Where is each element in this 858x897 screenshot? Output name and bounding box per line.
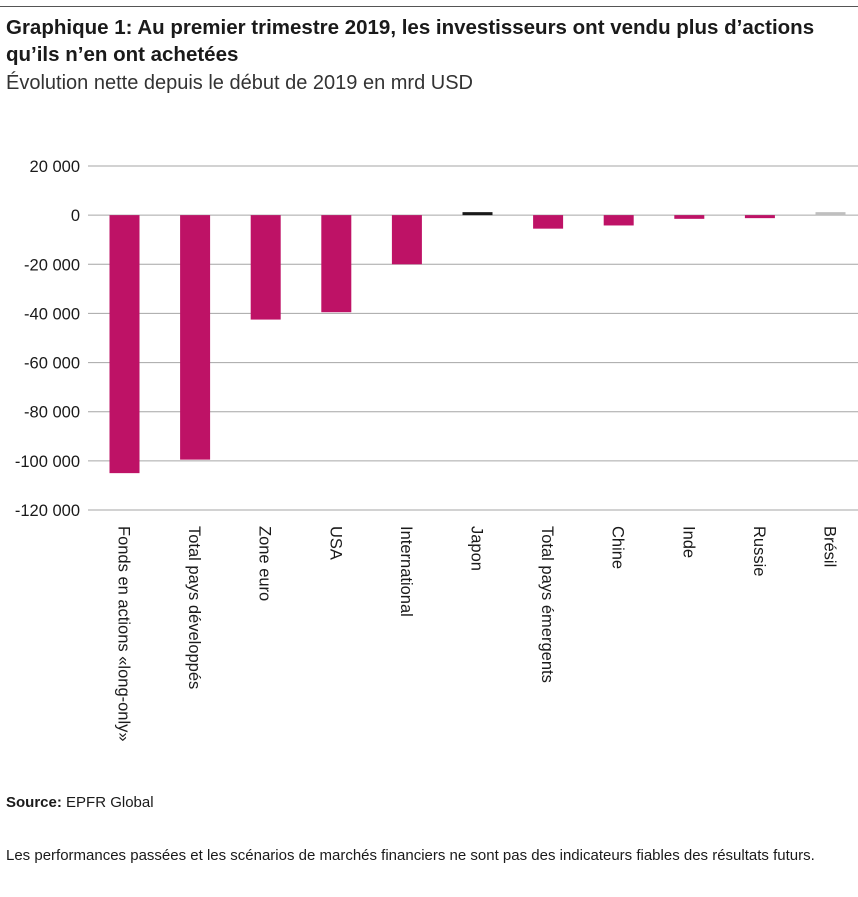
disclaimer-text: Les performances passées et les scénario… bbox=[6, 847, 815, 864]
y-tick-label: -40 000 bbox=[24, 305, 80, 323]
bar bbox=[250, 215, 281, 320]
bar-chart: 20 000 0 -20 000 -40 000 -60 000 -80 000 -100 … bbox=[15, 158, 858, 742]
bar bbox=[180, 215, 211, 460]
bar bbox=[533, 215, 564, 229]
x-tick-label: International bbox=[397, 526, 415, 617]
x-tick-label: Chine bbox=[609, 526, 627, 569]
y-tick-label: -80 000 bbox=[24, 404, 80, 422]
bar bbox=[462, 212, 493, 216]
bar bbox=[815, 212, 846, 216]
x-tick-label: Total pays développés bbox=[185, 526, 203, 689]
x-tick-label: Fonds en actions «long-only» bbox=[115, 526, 133, 742]
bar bbox=[391, 215, 422, 265]
top-rule bbox=[0, 6, 858, 7]
y-tick-label: -60 000 bbox=[24, 355, 80, 373]
bar bbox=[109, 215, 140, 474]
source-value: EPFR Global bbox=[66, 794, 154, 811]
bar bbox=[674, 215, 705, 219]
y-tick-label: -120 000 bbox=[15, 502, 80, 520]
x-tick-label: Zone euro bbox=[256, 526, 274, 601]
bar bbox=[744, 215, 775, 219]
x-tick-label: Inde bbox=[679, 526, 697, 558]
x-tick-label: Brésil bbox=[821, 526, 839, 567]
y-axis-ticks: 20 000 0 -20 000 -40 000 -60 000 -80 000 -100 … bbox=[15, 158, 80, 520]
x-axis-labels: Fonds en actions «long-only» Total pays d… bbox=[115, 526, 839, 742]
y-tick-label: -20 000 bbox=[24, 256, 80, 274]
bar bbox=[603, 215, 634, 226]
y-tick-label: 0 bbox=[71, 207, 80, 225]
bar bbox=[321, 215, 352, 313]
x-tick-label: USA bbox=[326, 526, 344, 560]
x-tick-label: Russie bbox=[750, 526, 768, 576]
chart-subtitle: Évolution nette depuis le début de 2019 … bbox=[6, 72, 473, 94]
chart-title: Graphique 1: Au premier trimestre 2019, … bbox=[6, 16, 815, 66]
x-tick-label: Japon bbox=[468, 526, 486, 571]
bars bbox=[109, 212, 846, 474]
source-label: Source: bbox=[6, 794, 62, 811]
grid-lines bbox=[88, 165, 858, 511]
y-tick-label: 20 000 bbox=[30, 158, 80, 176]
y-tick-label: -100 000 bbox=[15, 453, 80, 471]
x-tick-label: Total pays émergents bbox=[538, 526, 556, 683]
source-note: Source: EPFR Global bbox=[6, 794, 154, 811]
